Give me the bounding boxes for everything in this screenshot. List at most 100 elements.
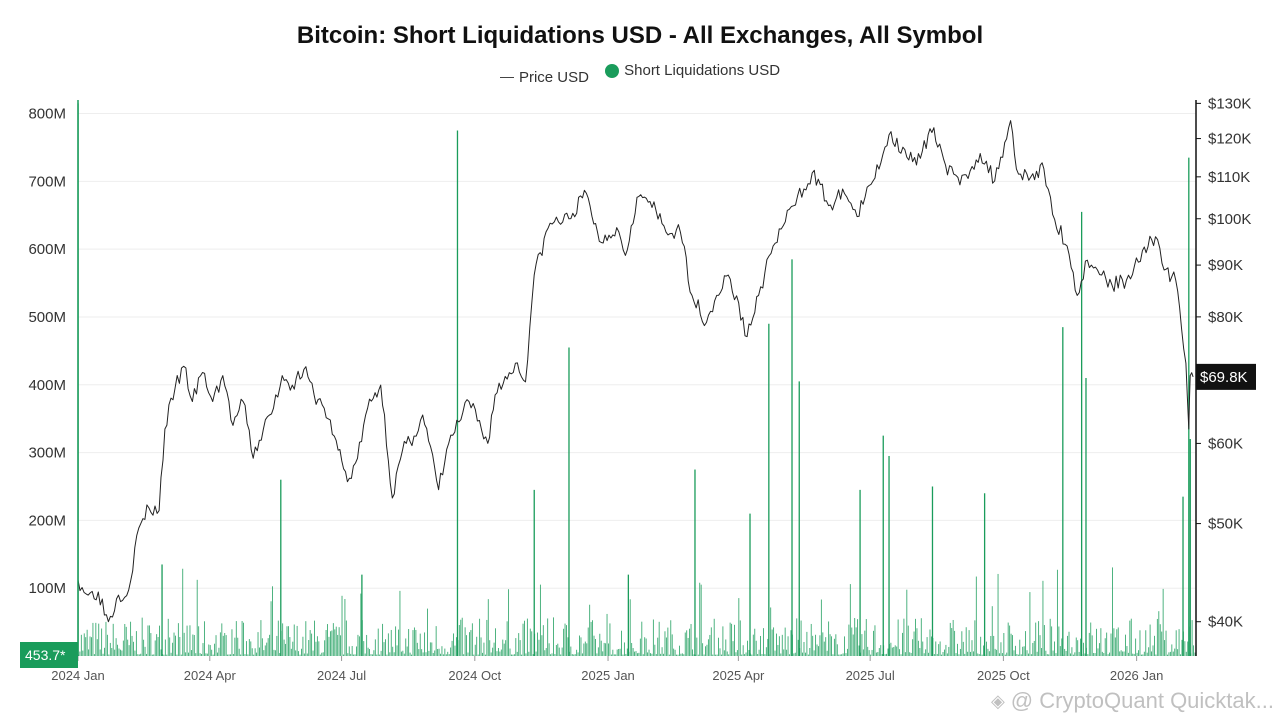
liquidation-bar: [787, 636, 789, 656]
liquidation-bar: [453, 633, 454, 656]
liquidation-bar: [648, 649, 650, 656]
liquidation-bar: [353, 654, 355, 656]
liquidation-bar: [693, 654, 695, 656]
liquidation-bar: [615, 654, 617, 656]
liquidation-bar: [1017, 654, 1019, 656]
liquidation-bar-peak: [888, 455, 890, 656]
liquidation-bar: [83, 633, 85, 656]
liquidation-bar: [983, 645, 985, 656]
liquidation-bar: [933, 654, 935, 656]
liquidation-bar: [864, 630, 866, 656]
liquidation-bar: [345, 620, 347, 656]
liquidation-bar: [673, 648, 675, 656]
legend-item-price[interactable]: Price USD: [499, 69, 589, 86]
liquidation-bar: [205, 653, 207, 656]
liquidation-bar: [922, 641, 924, 656]
liquidation-bar-peak: [791, 259, 793, 656]
liquidation-bar: [600, 640, 602, 656]
liquidation-bar: [1000, 642, 1002, 656]
liquidation-bar: [211, 649, 213, 656]
liquidation-bar: [558, 647, 560, 656]
liquidation-bar: [1083, 642, 1084, 656]
legend: Price USD Short Liquidations USD: [0, 62, 1280, 86]
liquidation-bar: [356, 646, 357, 656]
liquidation-bar: [1007, 622, 1009, 656]
left-tick-label: 600M: [28, 241, 66, 258]
legend-label-liquidations: Short Liquidations USD: [624, 62, 781, 79]
liquidation-bar-peak: [882, 435, 884, 656]
liquidation-bar: [480, 637, 482, 656]
liquidation-bar: [377, 628, 379, 656]
liquidation-bar: [421, 649, 423, 656]
liquidation-bar: [329, 631, 331, 656]
liquidation-bar: [458, 625, 460, 656]
liquidation-bar: [438, 648, 440, 656]
liquidation-bar: [660, 653, 662, 656]
liquidation-bar: [212, 654, 214, 656]
liquidation-bar: [592, 620, 594, 656]
liquidation-bar: [1033, 640, 1035, 656]
liquidation-bar: [990, 635, 992, 656]
liquidation-bar: [1070, 653, 1071, 656]
liquidation-bar: [674, 649, 676, 656]
liquidation-bar: [579, 635, 580, 656]
liquidation-bar: [867, 646, 869, 656]
liquidation-bar: [907, 625, 909, 656]
liquidation-bar: [1104, 638, 1106, 656]
liquidation-bar: [1001, 653, 1003, 656]
liquidation-bar: [1159, 624, 1161, 656]
liquidation-bar: [127, 639, 129, 656]
liquidation-bar-peak: [161, 564, 163, 656]
liquidation-bar: [467, 652, 469, 656]
liquidation-bar: [524, 620, 525, 656]
liquidation-bar: [289, 637, 291, 656]
liquidation-bar: [631, 642, 633, 656]
liquidation-bar: [261, 638, 263, 656]
liquidation-bar: [358, 636, 360, 656]
liquidation-bar: [183, 632, 185, 656]
liquidation-bar: [893, 646, 895, 656]
liquidation-bar: [209, 645, 211, 656]
x-tick-label: 2025 Jul: [846, 668, 895, 683]
liquidation-bar: [1072, 654, 1074, 656]
liquidation-bar: [770, 607, 772, 656]
liquidation-bar: [544, 650, 546, 656]
liquidation-bar: [1074, 652, 1076, 656]
liquidation-bar: [406, 646, 408, 656]
liquidation-bar: [432, 653, 434, 656]
liquidation-bar: [810, 623, 812, 656]
liquidation-bar: [1167, 654, 1168, 656]
liquidation-bar: [1048, 654, 1050, 656]
liquidation-bar: [858, 645, 860, 656]
liquidation-bar: [629, 599, 631, 656]
liquidation-bar: [625, 653, 627, 656]
liquidation-bar: [1020, 654, 1022, 656]
liquidation-bar: [699, 582, 701, 656]
liquidation-bar: [1148, 647, 1150, 656]
liquidation-bar: [264, 645, 266, 656]
liquidation-bar: [121, 650, 123, 656]
liquidation-bar: [282, 623, 284, 656]
liquidation-bar: [487, 599, 489, 656]
liquidation-bar: [387, 633, 389, 656]
liquidation-bar: [144, 646, 146, 656]
liquidation-bar: [709, 634, 711, 656]
liquidation-bar: [637, 653, 638, 656]
liquidation-bar: [1164, 640, 1166, 656]
liquidation-bar: [665, 637, 667, 656]
liquidation-bar: [122, 640, 124, 656]
liquidation-bar: [321, 652, 323, 656]
liquidation-bar: [308, 640, 310, 656]
liquidation-bar: [473, 654, 475, 656]
liquidation-bar: [398, 629, 399, 656]
legend-item-liquidations[interactable]: Short Liquidations USD: [605, 62, 780, 79]
liquidation-bar: [314, 620, 315, 656]
liquidation-bar: [997, 573, 999, 656]
liquidation-bar: [125, 626, 127, 656]
liquidation-bar: [538, 639, 540, 656]
liquidation-bar: [1093, 652, 1095, 656]
liquidation-bar: [247, 654, 249, 656]
liquidation-bar: [180, 654, 182, 656]
liquidation-bar: [476, 636, 478, 656]
liquidation-bar: [340, 635, 342, 656]
